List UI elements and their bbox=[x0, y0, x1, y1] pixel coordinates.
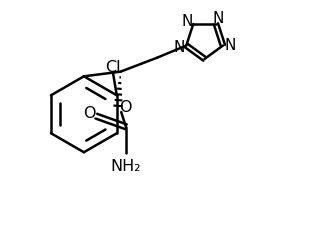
Text: N: N bbox=[213, 11, 224, 26]
Text: NH₂: NH₂ bbox=[111, 159, 141, 174]
Text: N: N bbox=[181, 14, 193, 29]
Text: O: O bbox=[83, 107, 96, 121]
Text: Cl: Cl bbox=[105, 60, 121, 75]
Text: O: O bbox=[119, 100, 131, 115]
Text: N: N bbox=[174, 40, 185, 55]
Text: N: N bbox=[224, 38, 236, 53]
